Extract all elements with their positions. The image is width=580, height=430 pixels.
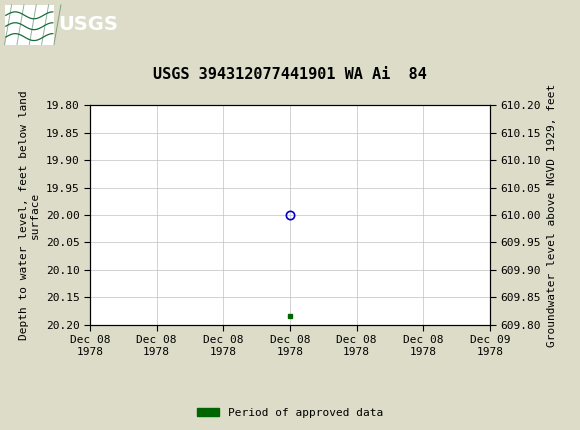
Legend: Period of approved data: Period of approved data xyxy=(193,403,387,422)
Y-axis label: Groundwater level above NGVD 1929, feet: Groundwater level above NGVD 1929, feet xyxy=(546,83,557,347)
Bar xyxy=(5,5,54,45)
Text: USGS: USGS xyxy=(59,15,118,34)
Y-axis label: Depth to water level, feet below land
surface: Depth to water level, feet below land su… xyxy=(19,90,40,340)
Text: USGS 394312077441901 WA Ai  84: USGS 394312077441901 WA Ai 84 xyxy=(153,67,427,82)
